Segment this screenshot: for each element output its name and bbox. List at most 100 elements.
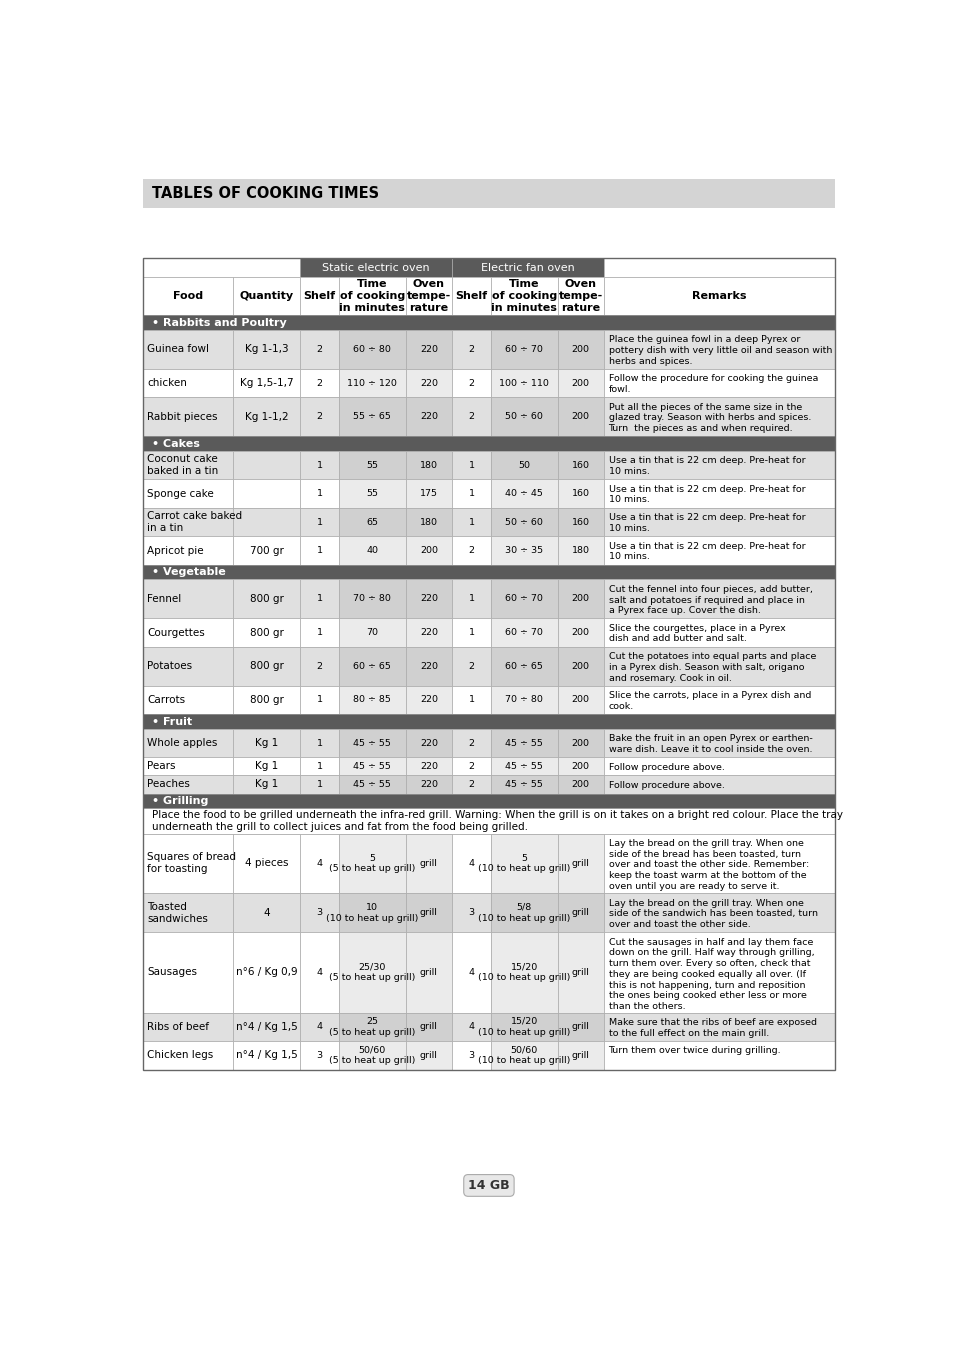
- Bar: [491, 480, 557, 508]
- Text: 60 ÷ 70: 60 ÷ 70: [505, 628, 542, 638]
- Text: 800 gr: 800 gr: [250, 661, 283, 671]
- Text: 2: 2: [468, 412, 474, 422]
- Text: 220: 220: [419, 762, 437, 771]
- Bar: [300, 647, 338, 686]
- Bar: [233, 369, 300, 397]
- Bar: [557, 834, 603, 893]
- Text: 55: 55: [366, 461, 378, 470]
- Text: Make sure that the ribs of beef are exposed
to the full effect on the main grill: Make sure that the ribs of beef are expo…: [608, 1017, 816, 1038]
- Text: Chicken legs: Chicken legs: [147, 1050, 213, 1061]
- Text: 175: 175: [419, 489, 437, 499]
- Text: 220: 220: [419, 739, 437, 747]
- Text: Courgettes: Courgettes: [147, 628, 205, 638]
- Bar: [405, 330, 452, 369]
- Text: Put all the pieces of the same size in the
glazed tray. Season with herbs and sp: Put all the pieces of the same size in t…: [608, 403, 810, 434]
- Text: 200: 200: [571, 780, 589, 789]
- Bar: [557, 480, 603, 508]
- Bar: [233, 277, 300, 315]
- Text: n°4 / Kg 1,5: n°4 / Kg 1,5: [235, 1021, 297, 1032]
- Text: Ribs of beef: Ribs of beef: [147, 1021, 209, 1032]
- Bar: [233, 580, 300, 619]
- Text: 220: 220: [419, 412, 437, 422]
- Text: 60 ÷ 70: 60 ÷ 70: [505, 594, 542, 604]
- Text: 100 ÷ 110: 100 ÷ 110: [498, 378, 549, 388]
- Text: 15/20
(10 to heat up grill): 15/20 (10 to heat up grill): [477, 1017, 570, 1036]
- Bar: [300, 775, 338, 793]
- Text: 5
(10 to heat up grill): 5 (10 to heat up grill): [477, 854, 570, 873]
- Bar: [300, 1042, 338, 1070]
- Bar: [405, 1013, 452, 1042]
- Bar: [557, 728, 603, 758]
- Text: Kg 1,5-1,7: Kg 1,5-1,7: [240, 378, 294, 388]
- Bar: [603, 369, 835, 397]
- Bar: [142, 436, 835, 451]
- Text: 60 ÷ 80: 60 ÷ 80: [353, 345, 391, 354]
- Text: 50/60
(10 to heat up grill): 50/60 (10 to heat up grill): [477, 1046, 570, 1065]
- Bar: [233, 451, 300, 480]
- Bar: [300, 277, 338, 315]
- Bar: [491, 932, 557, 1013]
- Bar: [452, 277, 491, 315]
- Bar: [142, 715, 835, 728]
- Bar: [603, 728, 835, 758]
- Bar: [405, 397, 452, 436]
- Bar: [233, 758, 300, 775]
- Text: Follow procedure above.: Follow procedure above.: [608, 781, 723, 790]
- Text: Static electric oven: Static electric oven: [322, 262, 430, 273]
- Text: 180: 180: [419, 461, 437, 470]
- Bar: [603, 330, 835, 369]
- Bar: [452, 1042, 491, 1070]
- Text: 1: 1: [468, 696, 474, 704]
- Bar: [233, 834, 300, 893]
- Bar: [142, 480, 233, 508]
- Bar: [300, 369, 338, 397]
- Bar: [338, 834, 405, 893]
- Text: Kg 1: Kg 1: [254, 762, 278, 771]
- Text: Coconut cake
baked in a tin: Coconut cake baked in a tin: [147, 454, 218, 476]
- Text: Shelf: Shelf: [303, 290, 335, 301]
- Text: Sausages: Sausages: [147, 967, 197, 977]
- Text: 4: 4: [316, 967, 322, 977]
- Bar: [557, 893, 603, 932]
- Bar: [452, 330, 491, 369]
- Text: 3: 3: [316, 1051, 322, 1059]
- Bar: [142, 180, 835, 208]
- Text: Potatoes: Potatoes: [147, 661, 193, 671]
- Text: 10
(10 to heat up grill): 10 (10 to heat up grill): [326, 902, 418, 923]
- Bar: [491, 369, 557, 397]
- Bar: [300, 451, 338, 480]
- Text: • Vegetable: • Vegetable: [152, 567, 225, 577]
- Bar: [557, 277, 603, 315]
- Bar: [233, 686, 300, 715]
- Text: 1: 1: [316, 489, 322, 499]
- Bar: [300, 686, 338, 715]
- Bar: [233, 330, 300, 369]
- Text: 45 ÷ 55: 45 ÷ 55: [505, 762, 542, 771]
- Text: Quantity: Quantity: [239, 290, 294, 301]
- Bar: [405, 728, 452, 758]
- Text: Use a tin that is 22 cm deep. Pre-heat for
10 mins.: Use a tin that is 22 cm deep. Pre-heat f…: [608, 457, 804, 476]
- Text: 45 ÷ 55: 45 ÷ 55: [353, 739, 391, 747]
- Bar: [300, 932, 338, 1013]
- Bar: [233, 932, 300, 1013]
- Text: Cut the potatoes into equal parts and place
in a Pyrex dish. Season with salt, o: Cut the potatoes into equal parts and pl…: [608, 653, 815, 682]
- Bar: [452, 397, 491, 436]
- Text: 5
(5 to heat up grill): 5 (5 to heat up grill): [329, 854, 416, 873]
- Bar: [452, 775, 491, 793]
- Bar: [142, 315, 835, 330]
- Bar: [603, 893, 835, 932]
- Bar: [557, 619, 603, 647]
- Bar: [603, 480, 835, 508]
- Bar: [300, 258, 452, 277]
- Text: 25/30
(5 to heat up grill): 25/30 (5 to heat up grill): [329, 962, 416, 982]
- Bar: [491, 580, 557, 619]
- Text: 1: 1: [316, 780, 322, 789]
- Bar: [452, 932, 491, 1013]
- Text: Toasted
sandwiches: Toasted sandwiches: [147, 901, 208, 924]
- Text: Use a tin that is 22 cm deep. Pre-heat for
10 mins.: Use a tin that is 22 cm deep. Pre-heat f…: [608, 513, 804, 534]
- Bar: [491, 775, 557, 793]
- Bar: [233, 775, 300, 793]
- Text: Kg 1-1,2: Kg 1-1,2: [245, 412, 289, 422]
- Bar: [338, 536, 405, 565]
- Text: 800 gr: 800 gr: [250, 694, 283, 705]
